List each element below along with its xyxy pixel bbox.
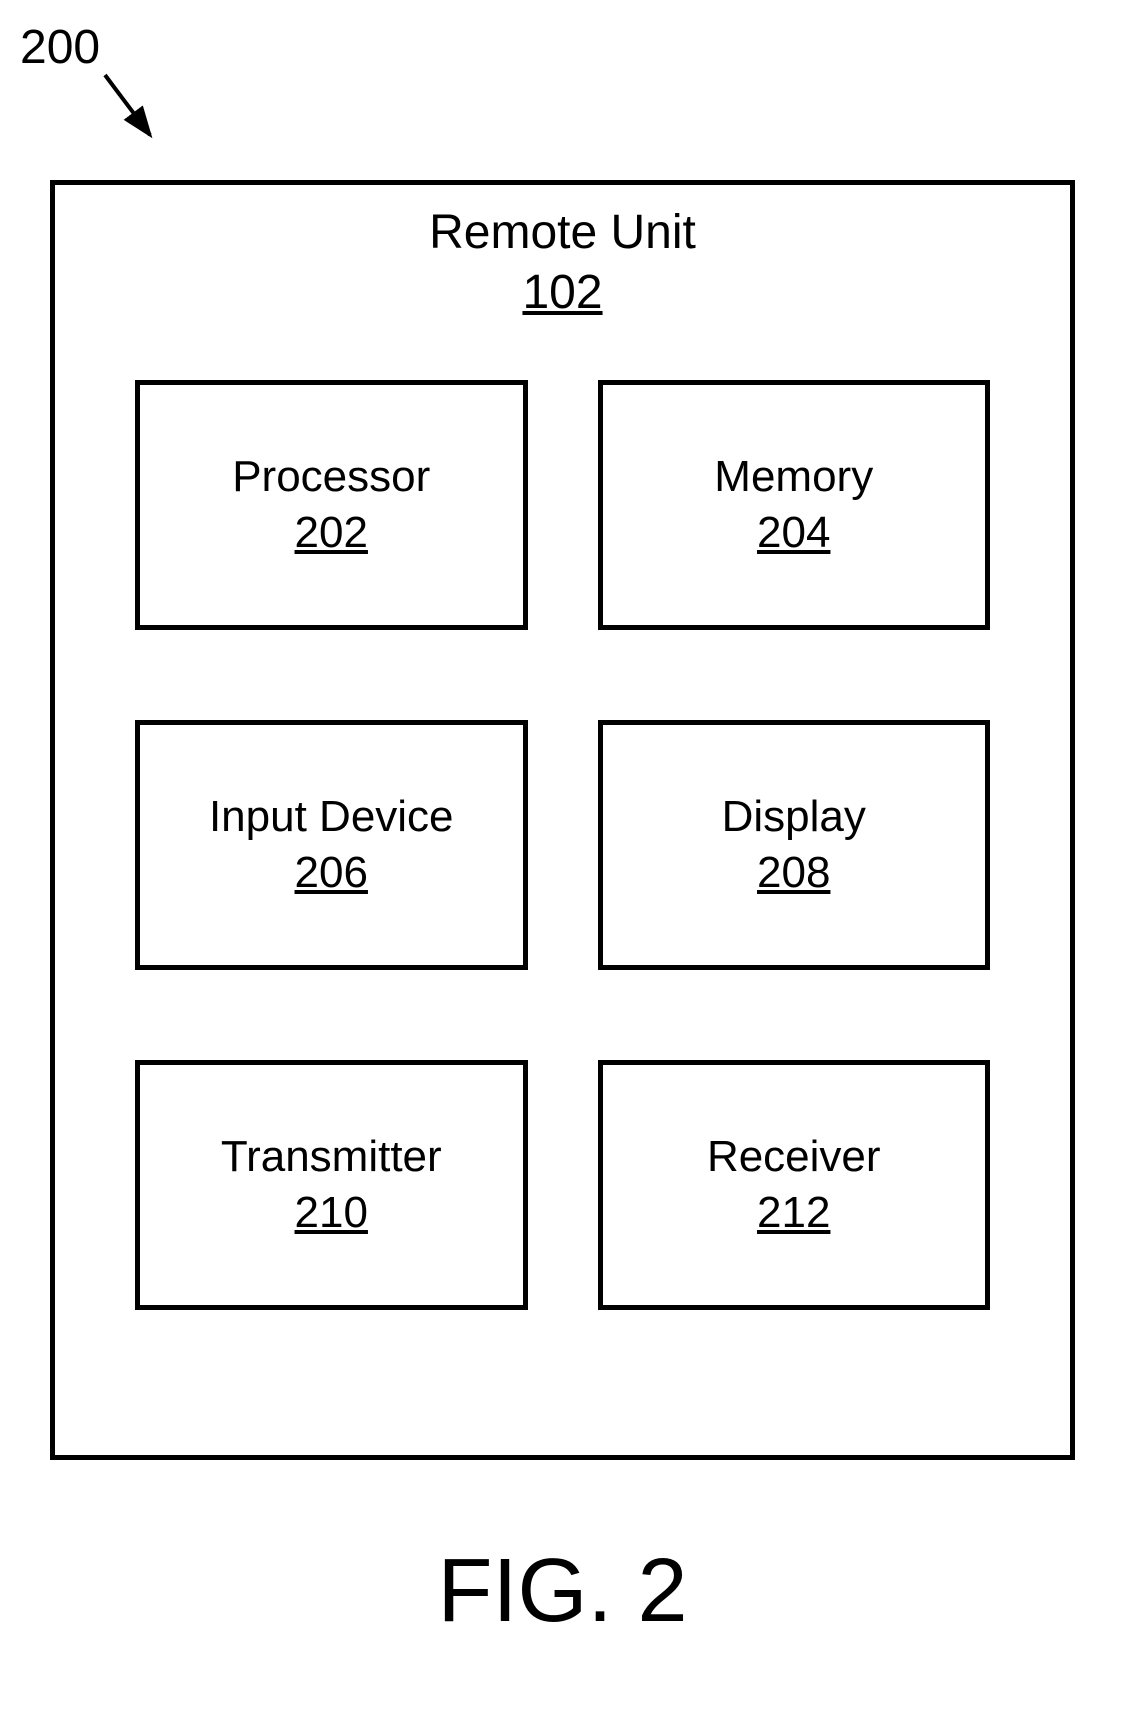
component-number: 206: [295, 848, 368, 898]
container-header: Remote Unit 102: [55, 185, 1070, 350]
memory-box: Memory 204: [598, 380, 991, 630]
component-label: Memory: [714, 452, 873, 502]
remote-unit-container: Remote Unit 102 Processor 202 Memory 204…: [50, 180, 1075, 1460]
component-number: 208: [757, 848, 830, 898]
container-title: Remote Unit: [55, 205, 1070, 260]
container-number: 102: [55, 265, 1070, 320]
figure-label: FIG. 2: [0, 1540, 1125, 1643]
component-label: Display: [722, 792, 866, 842]
display-box: Display 208: [598, 720, 991, 970]
component-number: 210: [295, 1188, 368, 1238]
processor-box: Processor 202: [135, 380, 528, 630]
component-number: 212: [757, 1188, 830, 1238]
component-number: 204: [757, 508, 830, 558]
reference-number: 200: [20, 20, 100, 75]
component-number: 202: [295, 508, 368, 558]
input-device-box: Input Device 206: [135, 720, 528, 970]
components-grid: Processor 202 Memory 204 Input Device 20…: [55, 350, 1070, 1380]
component-label: Processor: [232, 452, 430, 502]
component-label: Transmitter: [221, 1132, 442, 1182]
transmitter-box: Transmitter 210: [135, 1060, 528, 1310]
component-label: Receiver: [707, 1132, 881, 1182]
receiver-box: Receiver 212: [598, 1060, 991, 1310]
arrow-icon: [100, 70, 180, 160]
component-label: Input Device: [209, 792, 454, 842]
